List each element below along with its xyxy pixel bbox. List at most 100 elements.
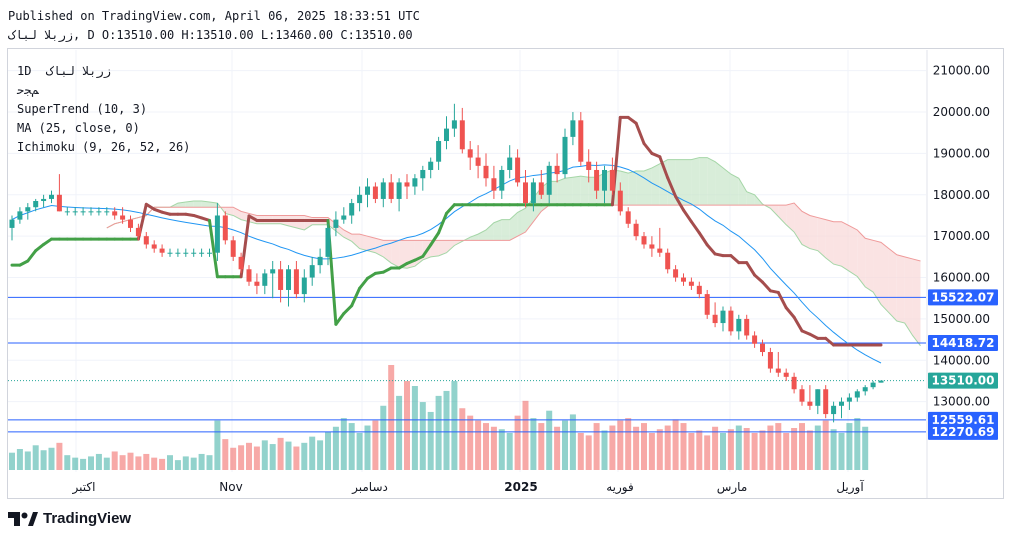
candle-body [230,240,236,257]
supertrend-segment [776,290,788,310]
candle-body [175,252,181,254]
volume-bar [72,457,79,470]
candle-body [428,161,434,170]
volume-bar [95,453,102,470]
x-tick-label: فوریه [606,480,634,495]
legend-supertrend: SuperTrend (10, 3) [17,102,148,116]
candle-body [712,314,718,324]
candle-body [420,169,426,179]
volume-bar [9,452,15,470]
y-tick-label: 14000.00 [933,353,990,367]
cloud-segment [786,203,795,233]
legend-ma: MA (25, close, 0) [17,121,140,135]
candle-body [728,310,734,332]
cloud-segment [383,240,392,264]
candle-body [333,219,339,228]
candle-body [246,269,252,282]
supertrend-segment [397,261,409,270]
brand[interactable]: TradingView [8,510,131,527]
legend-volume: ﻢﺠﺣ [17,83,39,97]
volume-bar [522,400,529,470]
cloud-segment [904,256,913,336]
supertrend-segment [445,203,456,215]
supertrend-segment [729,254,741,265]
candle-body [846,397,852,402]
candle-body [878,380,884,383]
candle-body [799,389,805,402]
volume-bar [720,432,726,470]
volume-bar [80,458,87,470]
cloud-segment [628,171,637,206]
candle-body [404,182,410,187]
candle-body [681,277,686,282]
volume-bar [751,432,758,470]
cloud-segment [683,159,692,206]
candle-body [96,211,102,213]
supertrend-segment [761,280,772,293]
volume-bar [656,429,663,470]
volume-bar [585,435,592,470]
cloud-segment [723,167,731,206]
cloud-segment [446,240,455,253]
volume-bar [198,453,205,470]
cloud-segment [636,171,644,206]
candle-body [696,285,702,295]
volume-bar [151,457,158,470]
x-tick-label: آوریل [836,479,864,495]
cloud-segment [857,229,866,287]
volume-bar [246,442,252,470]
candle-body [538,182,544,195]
candle-body [633,223,639,237]
volume-bar [293,446,300,470]
volume-bar [269,444,276,470]
volume-bar [103,457,110,470]
cloud-segment [730,174,739,206]
candle-body [159,248,165,253]
legend-ichimoku: Ichimoku (9, 26, 52, 26) [17,140,191,154]
candle-body [262,273,268,286]
candle-body [286,269,291,290]
price-label-text: 12270.69 [931,425,994,439]
candle-body [459,120,465,150]
candle-body [736,318,742,332]
cloud-segment [675,159,684,206]
supertrend-segment [26,249,38,263]
volume-bar [301,442,308,470]
candle-body [341,215,347,220]
volume-bar [159,458,166,470]
supertrend-segment [753,273,764,284]
cloud-segment [177,202,186,208]
candle-body [688,281,694,286]
candle-body [570,120,576,137]
volume-bar [261,440,268,470]
volume-bar [419,402,426,470]
volume-bar [348,423,355,470]
volume-bar [593,423,600,470]
candle-body [436,141,442,162]
candle-body [752,335,758,344]
volume-bar [24,451,31,470]
supertrend-segment [674,194,685,212]
cloud-segment [193,201,202,208]
volume-bar [127,452,134,470]
candle-body [365,186,370,195]
cloud-segment [770,205,779,217]
volume-bar [388,365,395,470]
supertrend-segment [666,176,678,198]
volume-bar [783,432,790,470]
span-a-line [106,157,921,347]
volume-bar [135,456,142,470]
candle-body [665,252,671,270]
tradingview-logo-icon [8,511,38,526]
cloud-segment [707,157,716,206]
volume-bar [317,440,324,470]
volume-bar [411,386,418,470]
candle-body [49,194,54,199]
volume-bar [475,420,482,470]
candle-body [64,211,70,213]
cloud-segment [912,258,921,346]
candle-body [578,120,584,162]
volume-bar [791,428,798,470]
volume-bar [467,415,474,470]
